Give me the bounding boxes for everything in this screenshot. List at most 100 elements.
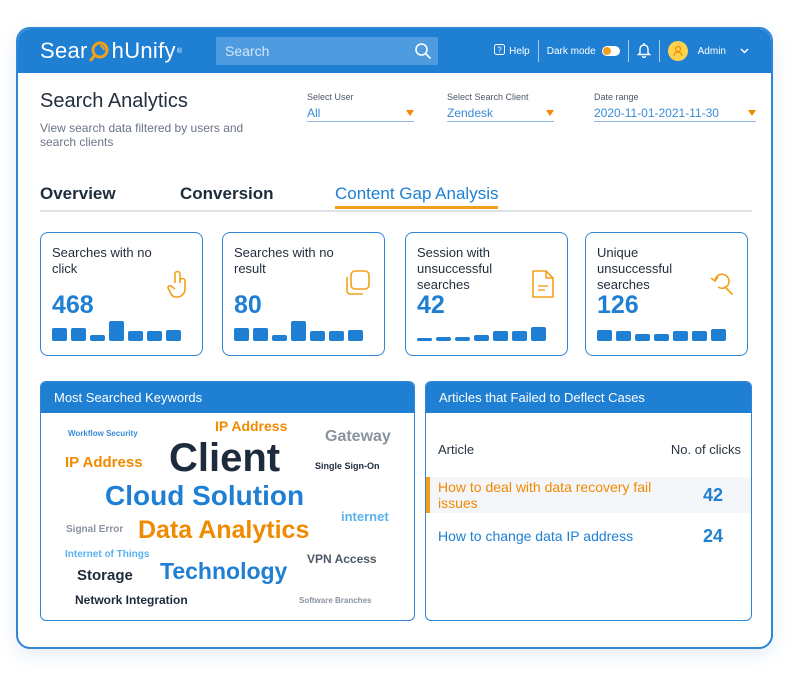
click-count: 42 bbox=[702, 484, 723, 505]
dark-mode-label: Dark mode bbox=[546, 45, 596, 57]
keyword[interactable]: Single Sign-On bbox=[315, 461, 380, 471]
metric-card-unique-unsuccessful[interactable]: Unique unsuccessful searches 126 bbox=[585, 232, 748, 356]
date-range-filter[interactable]: Date range 2020-11-01-2021-11-30 bbox=[594, 92, 756, 122]
table-row[interactable]: How to deal with data recovery fail issu… bbox=[426, 477, 751, 513]
page-title: Search Analytics bbox=[40, 90, 188, 112]
sparkline-bar bbox=[512, 331, 527, 341]
sparkline-bar bbox=[348, 330, 363, 341]
card-title: Session with unsuccessful searches bbox=[417, 245, 493, 292]
global-search-box[interactable] bbox=[216, 37, 438, 65]
keyword[interactable]: IP Address bbox=[215, 418, 288, 434]
search-refresh-icon bbox=[707, 269, 735, 302]
card-value: 126 bbox=[597, 291, 639, 319]
sparkline-bar bbox=[71, 328, 86, 341]
app-window: Sear hUnify ® bbox=[16, 27, 773, 649]
searchunify-logo[interactable]: Sear hUnify ® bbox=[40, 38, 182, 64]
logo-magnifier-icon bbox=[89, 40, 111, 62]
sparkline-bar bbox=[128, 331, 143, 341]
dark-mode-toggle[interactable]: Dark mode bbox=[539, 46, 628, 57]
keyword[interactable]: Storage bbox=[77, 567, 133, 584]
select-client-dropdown[interactable]: Zendesk bbox=[447, 106, 554, 122]
keyword[interactable]: IP Address bbox=[65, 454, 143, 471]
sparkline-bar bbox=[291, 321, 306, 341]
bell-icon bbox=[636, 42, 651, 61]
filter-label: Select Search Client bbox=[447, 92, 529, 102]
top-navigation-bar: Sear hUnify ® bbox=[18, 29, 771, 73]
keyword[interactable]: Technology bbox=[160, 558, 288, 584]
keyword[interactable]: Software Branches bbox=[299, 596, 372, 605]
metric-card-unsuccessful-sessions[interactable]: Session with unsuccessful searches 42 bbox=[405, 232, 568, 356]
selection-indicator bbox=[426, 477, 430, 513]
help-icon: ? bbox=[494, 44, 506, 58]
card-value: 468 bbox=[52, 291, 94, 319]
filter-value: Zendesk bbox=[447, 106, 494, 120]
sparkline-bar bbox=[673, 331, 688, 341]
sparkline-bar bbox=[455, 337, 470, 341]
keyword[interactable]: Data Analytics bbox=[138, 516, 310, 544]
sparkline-bar bbox=[436, 337, 451, 341]
tab-conversion[interactable]: Conversion bbox=[180, 184, 274, 203]
column-header-clicks: No. of clicks bbox=[670, 442, 741, 457]
sparkline-bars bbox=[597, 319, 726, 341]
keyword[interactable]: Internet of Things bbox=[65, 549, 150, 560]
notifications-button[interactable] bbox=[629, 42, 659, 61]
sparkline-bar bbox=[597, 330, 612, 341]
select-client-filter[interactable]: Select Search Client Zendesk bbox=[447, 92, 554, 122]
user-name: Admin bbox=[697, 45, 726, 57]
divider bbox=[658, 40, 660, 62]
sparkline-bar bbox=[253, 328, 268, 341]
sparkline-bar bbox=[711, 329, 726, 341]
caret-down-icon bbox=[546, 110, 554, 116]
help-button[interactable]: ? Help bbox=[486, 44, 538, 58]
select-user-dropdown[interactable]: All bbox=[307, 106, 414, 122]
card-value: 80 bbox=[234, 291, 262, 319]
sparkline-bar bbox=[654, 334, 669, 341]
articles-failed-deflect-panel: Articles that Failed to Deflect Cases Ar… bbox=[425, 381, 752, 621]
card-value: 42 bbox=[417, 291, 445, 319]
sparkline-bars bbox=[52, 319, 181, 341]
filter-value: 2020-11-01-2021-11-30 bbox=[594, 106, 719, 120]
filter-label: Select User bbox=[307, 92, 354, 102]
sparkline-bars bbox=[234, 319, 363, 341]
toggle-switch[interactable] bbox=[601, 46, 620, 56]
search-icon[interactable] bbox=[414, 42, 432, 65]
sparkline-bar bbox=[616, 331, 631, 341]
sparkline-bar bbox=[474, 335, 489, 341]
article-title-link[interactable]: How to change data IP address bbox=[438, 528, 634, 544]
sparkline-bar bbox=[329, 331, 344, 341]
keyword[interactable]: Gateway bbox=[325, 428, 391, 445]
card-title: Searches with no result bbox=[234, 245, 334, 276]
date-range-dropdown[interactable]: 2020-11-01-2021-11-30 bbox=[594, 106, 756, 122]
keyword[interactable]: Network Integration bbox=[75, 593, 188, 607]
tab-overview[interactable]: Overview bbox=[40, 184, 116, 203]
keyword[interactable]: Cloud Solution bbox=[105, 480, 305, 511]
tab-content-gap-analysis[interactable]: Content Gap Analysis bbox=[335, 184, 499, 209]
sparkline-bars bbox=[417, 319, 546, 341]
caret-down-icon bbox=[748, 110, 756, 116]
sparkline-bar bbox=[109, 321, 124, 341]
chevron-down-icon bbox=[740, 46, 749, 57]
keyword[interactable]: Client bbox=[169, 436, 281, 480]
metric-card-no-result[interactable]: Searches with no result 80 bbox=[222, 232, 385, 356]
sparkline-bar bbox=[493, 331, 508, 341]
search-input[interactable] bbox=[216, 43, 406, 59]
topbar-actions: ? Help Dark mode Admin bbox=[486, 29, 757, 73]
analytics-tabs: Overview Conversion Content Gap Analysis bbox=[40, 184, 752, 212]
panel-title: Articles that Failed to Deflect Cases bbox=[426, 382, 751, 413]
select-user-filter[interactable]: Select User All bbox=[307, 92, 414, 122]
user-menu[interactable]: Admin bbox=[660, 41, 757, 61]
metric-card-no-click[interactable]: Searches with no click 468 bbox=[40, 232, 203, 356]
document-icon bbox=[531, 269, 555, 304]
table-header: Article No. of clicks bbox=[438, 442, 741, 457]
panel-title: Most Searched Keywords bbox=[41, 382, 414, 413]
column-header-article: Article bbox=[438, 442, 475, 457]
article-title-link[interactable]: How to deal with data recovery fail issu… bbox=[438, 479, 652, 511]
divider bbox=[627, 40, 629, 62]
keyword[interactable]: VPN Access bbox=[307, 552, 377, 566]
keyword[interactable]: Signal Error bbox=[66, 524, 124, 535]
logo-registered-mark: ® bbox=[176, 47, 183, 55]
table-row[interactable]: How to change data IP address 24 bbox=[426, 522, 751, 550]
filter-value: All bbox=[307, 106, 321, 120]
keyword[interactable]: Workflow Security bbox=[68, 429, 138, 438]
keyword[interactable]: internet bbox=[341, 509, 389, 524]
